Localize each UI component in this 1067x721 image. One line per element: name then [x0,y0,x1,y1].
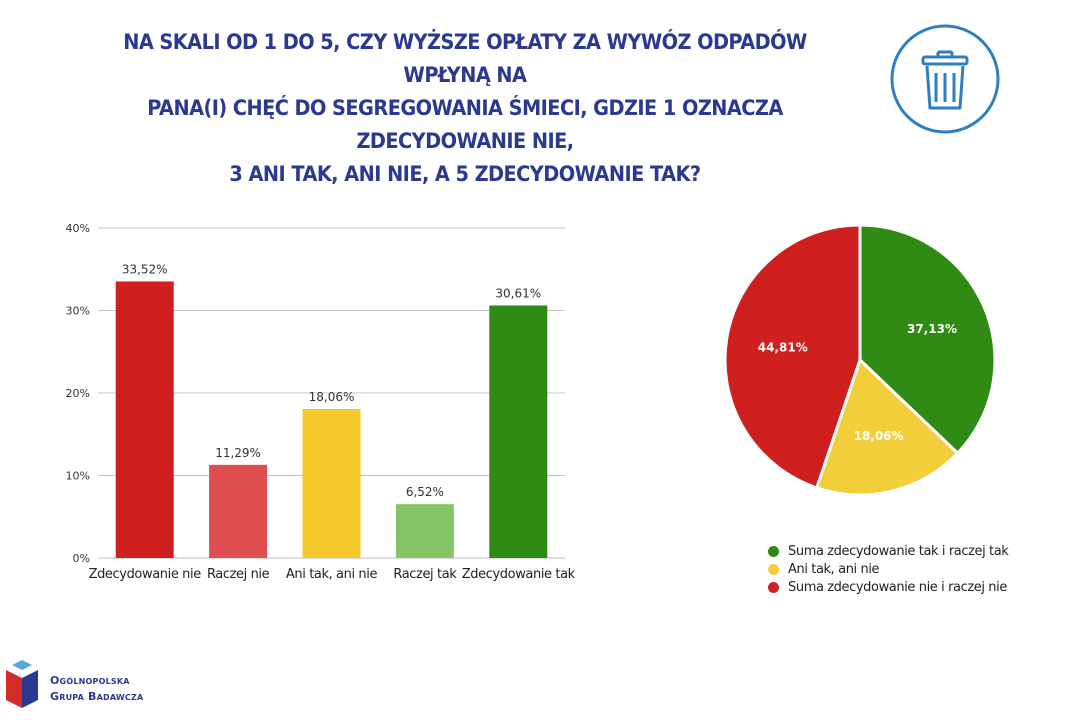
trash-bin-icon [890,24,1000,134]
legend-item: Suma zdecydowanie nie i raczej nie [768,578,1008,596]
title-line: PANA(I) CHĘĆ DO SEGREGOWANIA ŚMIECI, GDZ… [147,96,783,153]
y-tick-label: 30% [66,305,90,318]
bar [302,409,361,558]
legend-label: Ani tak, ani nie [788,561,880,577]
page-title: NA SKALI OD 1 DO 5, CZY WYŻSZE OPŁATY ZA… [92,26,837,191]
bar [209,464,268,558]
legend-marker [768,581,779,593]
logo-line: Ogólnopolska [50,674,130,687]
title-line: NA SKALI OD 1 DO 5, CZY WYŻSZE OPŁATY ZA… [123,30,807,87]
pie-slice [723,223,862,490]
y-tick-label: 20% [66,387,90,400]
bar [395,504,454,558]
bar-value-label: 11,29% [215,446,261,460]
legend-item: Ani tak, ani nie [768,560,1008,578]
bar [489,305,548,558]
bar-value-label: 6,52% [406,485,444,499]
legend-label: Suma zdecydowanie nie i raczej nie [788,579,1007,595]
pie-value-label: 18,06% [854,429,904,443]
title-line: 3 ANI TAK, ANI NIE, A 5 ZDECYDOWANIE TAK… [229,162,701,186]
legend-marker [768,563,779,575]
legend-item: Suma zdecydowanie tak i raczej tak [768,542,1009,560]
bar-value-label: 18,06% [309,390,355,404]
y-tick-label: 0% [73,552,90,565]
y-tick-label: 40% [66,222,90,235]
organization-logo-icon [6,660,38,708]
bar [115,281,174,558]
pie-chart: 37,13% 18,06% 44,81% [723,223,997,497]
x-tick-label: Raczej nie [207,567,270,582]
x-tick-label: Raczej tak [393,567,457,582]
x-tick-label: Zdecydowanie tak [462,567,576,582]
x-tick-label: Zdecydowanie nie [89,567,202,582]
pie-slice [814,357,960,497]
pie-value-label: 37,13% [907,322,957,336]
bar-value-label: 30,61% [495,286,541,300]
legend-marker [768,545,779,557]
pie-value-label: 44,81% [758,340,808,354]
pie-legend: Suma zdecydowanie tak i raczej tak Ani t… [768,542,1009,596]
logo-text: Ogólnopolska Grupa Badawcza [50,673,143,705]
y-tick-label: 10% [66,470,90,483]
bar-chart: 0% 10% 20% 30% 40% 33,52% Zdecydowanie nie 11,2… [66,222,577,582]
legend-label: Suma zdecydowanie tak i raczej tak [788,543,1009,559]
bar-value-label: 33,52% [122,262,168,276]
pie-slice [858,223,997,456]
icon-ring [890,24,1000,134]
logo-line: Grupa Badawcza [50,690,144,703]
x-tick-label: Ani tak, ani nie [286,567,378,582]
